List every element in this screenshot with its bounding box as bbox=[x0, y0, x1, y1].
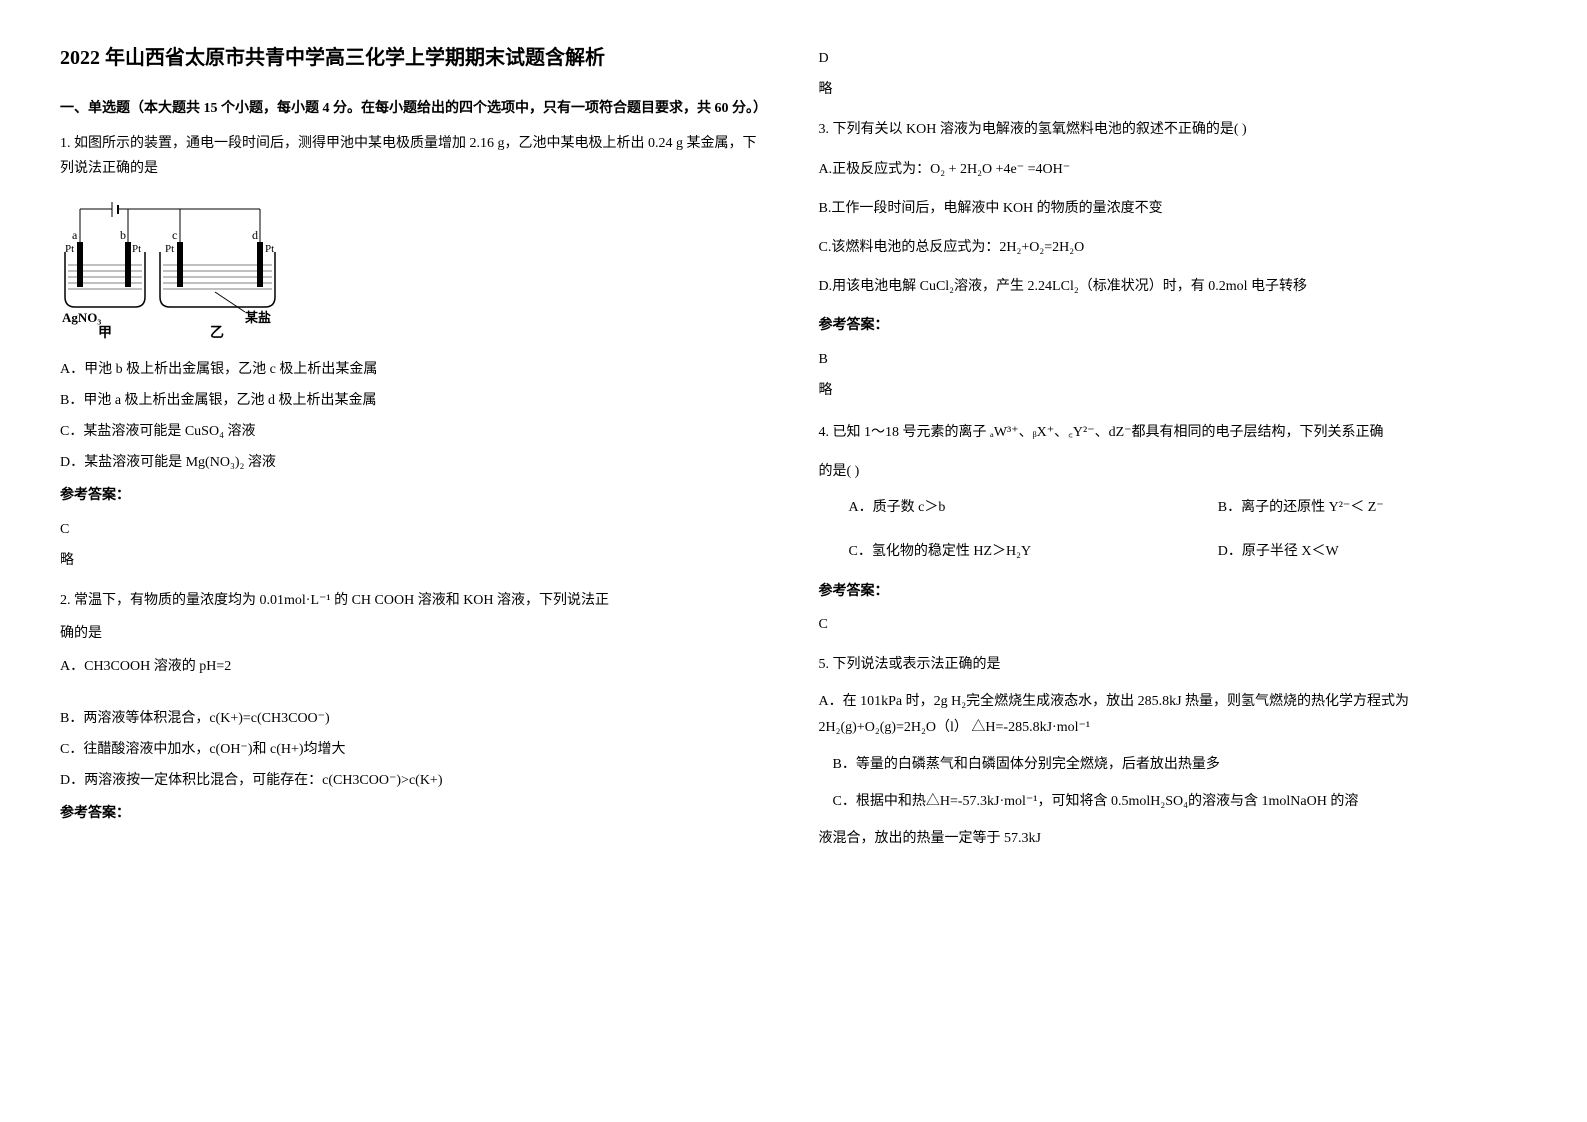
q2-optB: B．两溶液等体积混合，c(K+)=c(CH3COO⁻) bbox=[60, 706, 769, 731]
label-salt: 某盐 bbox=[244, 310, 271, 325]
label-agno3: AgNO₃ bbox=[62, 310, 101, 325]
question-2: 2. 常温下，有物质的量浓度均为 0.01mol·L⁻¹ 的 CH COOH 溶… bbox=[60, 588, 769, 827]
q4-row2: C．氢化物的稳定性 HZ＞H₂Y D．原子半径 X＜W bbox=[819, 539, 1528, 564]
q4-optD: D．原子半径 X＜W bbox=[1218, 539, 1527, 564]
q2-optC: C．往醋酸溶液中加水，c(OH⁻)和 c(H+)均增大 bbox=[60, 737, 769, 762]
q2-text: 2. 常温下，有物质的量浓度均为 0.01mol·L⁻¹ 的 CH COOH 溶… bbox=[60, 588, 769, 613]
section-header: 一、单选题（本大题共 15 个小题，每小题 4 分。在每小题给出的四个选项中，只… bbox=[60, 96, 769, 121]
q5-optB: B．等量的白磷蒸气和白磷固体分别完全燃烧，后者放出热量多 bbox=[819, 752, 1528, 777]
label-c: c bbox=[172, 228, 177, 242]
q3-optC: C.该燃料电池的总反应式为：2H₂+O₂=2H₂O bbox=[819, 235, 1528, 260]
q2-optD: D．两溶液按一定体积比混合，可能存在：c(CH3COO⁻)>c(K+) bbox=[60, 768, 769, 793]
q1-diagram: a b c d Pt Pt Pt Pt bbox=[60, 197, 769, 342]
q2-answer-label: 参考答案： bbox=[60, 801, 769, 826]
q2-answer: D bbox=[819, 46, 1528, 71]
q2-optA: A．CH3COOH 溶液的 pH=2 bbox=[60, 654, 769, 679]
q3-optA: A.正极反应式为：O₂ + 2H₂O +4e⁻ =4OH⁻ bbox=[819, 157, 1528, 182]
q1-text: 1. 如图所示的装置，通电一段时间后，测得甲池中某电极质量增加 2.16 g，乙… bbox=[60, 131, 769, 181]
left-column: 2022 年山西省太原市共青中学高三化学上学期期末试题含解析 一、单选题（本大题… bbox=[60, 40, 769, 866]
q5-optA: A．在 101kPa 时，2g H₂完全燃烧生成液态水，放出 285.8kJ 热… bbox=[819, 689, 1528, 739]
q4-answer: C bbox=[819, 612, 1528, 637]
label-pt1: Pt bbox=[65, 243, 74, 255]
question-4: 4. 已知 1～18 号元素的离子 ₐW³⁺、ᵦX⁺、꜀Y²⁻、dZ⁻都具有相同… bbox=[819, 418, 1528, 637]
q4-answer-label: 参考答案： bbox=[819, 579, 1528, 604]
q4-optC: C．氢化物的稳定性 HZ＞H₂Y bbox=[819, 539, 1158, 564]
q2-spacer bbox=[60, 685, 769, 699]
q4-optB: B．离子的还原性 Y²⁻＜ Z⁻ bbox=[1218, 495, 1527, 520]
q1-optA: A．甲池 b 极上析出金属银，乙池 c 极上析出某金属 bbox=[60, 357, 769, 382]
question-3: 3. 下列有关以 KOH 溶液为电解液的氢氧燃料电池的叙述不正确的是( ) A.… bbox=[819, 117, 1528, 403]
q4-text: 4. 已知 1～18 号元素的离子 ₐW³⁺、ᵦX⁺、꜀Y²⁻、dZ⁻都具有相同… bbox=[819, 418, 1528, 449]
q1-optD: D．某盐溶液可能是 Mg(NO₃)₂ 溶液 bbox=[60, 450, 769, 475]
label-pt3: Pt bbox=[165, 243, 174, 255]
question-5: 5. 下列说法或表示法正确的是 A．在 101kPa 时，2g H₂完全燃烧生成… bbox=[819, 652, 1528, 851]
q3-optD: D.用该电池电解 CuCl₂溶液，产生 2.24LCl₂（标准状况）时，有 0.… bbox=[819, 274, 1528, 299]
q3-answer-label: 参考答案： bbox=[819, 313, 1528, 338]
q2-text2: 确的是 bbox=[60, 621, 769, 646]
q3-brief: 略 bbox=[819, 378, 1528, 403]
label-yi: 乙 bbox=[210, 325, 224, 341]
q5-optC2: 液混合，放出的热量一定等于 57.3kJ bbox=[819, 826, 1528, 851]
question-1: 1. 如图所示的装置，通电一段时间后，测得甲池中某电极质量增加 2.16 g，乙… bbox=[60, 131, 769, 573]
label-b: b bbox=[120, 228, 126, 242]
label-d: d bbox=[252, 228, 258, 242]
q4-text2: 的是( ) bbox=[819, 457, 1528, 488]
q2-brief: 略 bbox=[819, 77, 1528, 102]
q4-row1: A．质子数 c＞b B．离子的还原性 Y²⁻＜ Z⁻ bbox=[819, 495, 1528, 520]
q4-optA: A．质子数 c＞b bbox=[819, 495, 1158, 520]
q1-answer-label: 参考答案： bbox=[60, 483, 769, 508]
q1-brief: 略 bbox=[60, 548, 769, 573]
label-a: a bbox=[72, 228, 78, 242]
q3-optB: B.工作一段时间后，电解液中 KOH 的物质的量浓度不变 bbox=[819, 196, 1528, 221]
exam-page: 2022 年山西省太原市共青中学高三化学上学期期末试题含解析 一、单选题（本大题… bbox=[60, 40, 1527, 866]
label-pt2: Pt bbox=[132, 243, 141, 255]
q3-text: 3. 下列有关以 KOH 溶液为电解液的氢氧燃料电池的叙述不正确的是( ) bbox=[819, 117, 1528, 142]
label-jia: 甲 bbox=[98, 325, 112, 341]
electrolysis-diagram: a b c d Pt Pt Pt Pt bbox=[60, 197, 280, 342]
q1-answer: C bbox=[60, 517, 769, 542]
right-column: D 略 3. 下列有关以 KOH 溶液为电解液的氢氧燃料电池的叙述不正确的是( … bbox=[819, 40, 1528, 866]
q3-answer: B bbox=[819, 347, 1528, 372]
q5-optC: C．根据中和热△H=-57.3kJ·mol⁻¹，可知将含 0.5molH₂SO₄… bbox=[819, 789, 1528, 814]
label-pt4: Pt bbox=[265, 243, 274, 255]
exam-title: 2022 年山西省太原市共青中学高三化学上学期期末试题含解析 bbox=[60, 40, 769, 76]
q1-optB: B．甲池 a 极上析出金属银，乙池 d 极上析出某金属 bbox=[60, 388, 769, 413]
q1-optC: C．某盐溶液可能是 CuSO₄ 溶液 bbox=[60, 419, 769, 444]
q5-text: 5. 下列说法或表示法正确的是 bbox=[819, 652, 1528, 677]
